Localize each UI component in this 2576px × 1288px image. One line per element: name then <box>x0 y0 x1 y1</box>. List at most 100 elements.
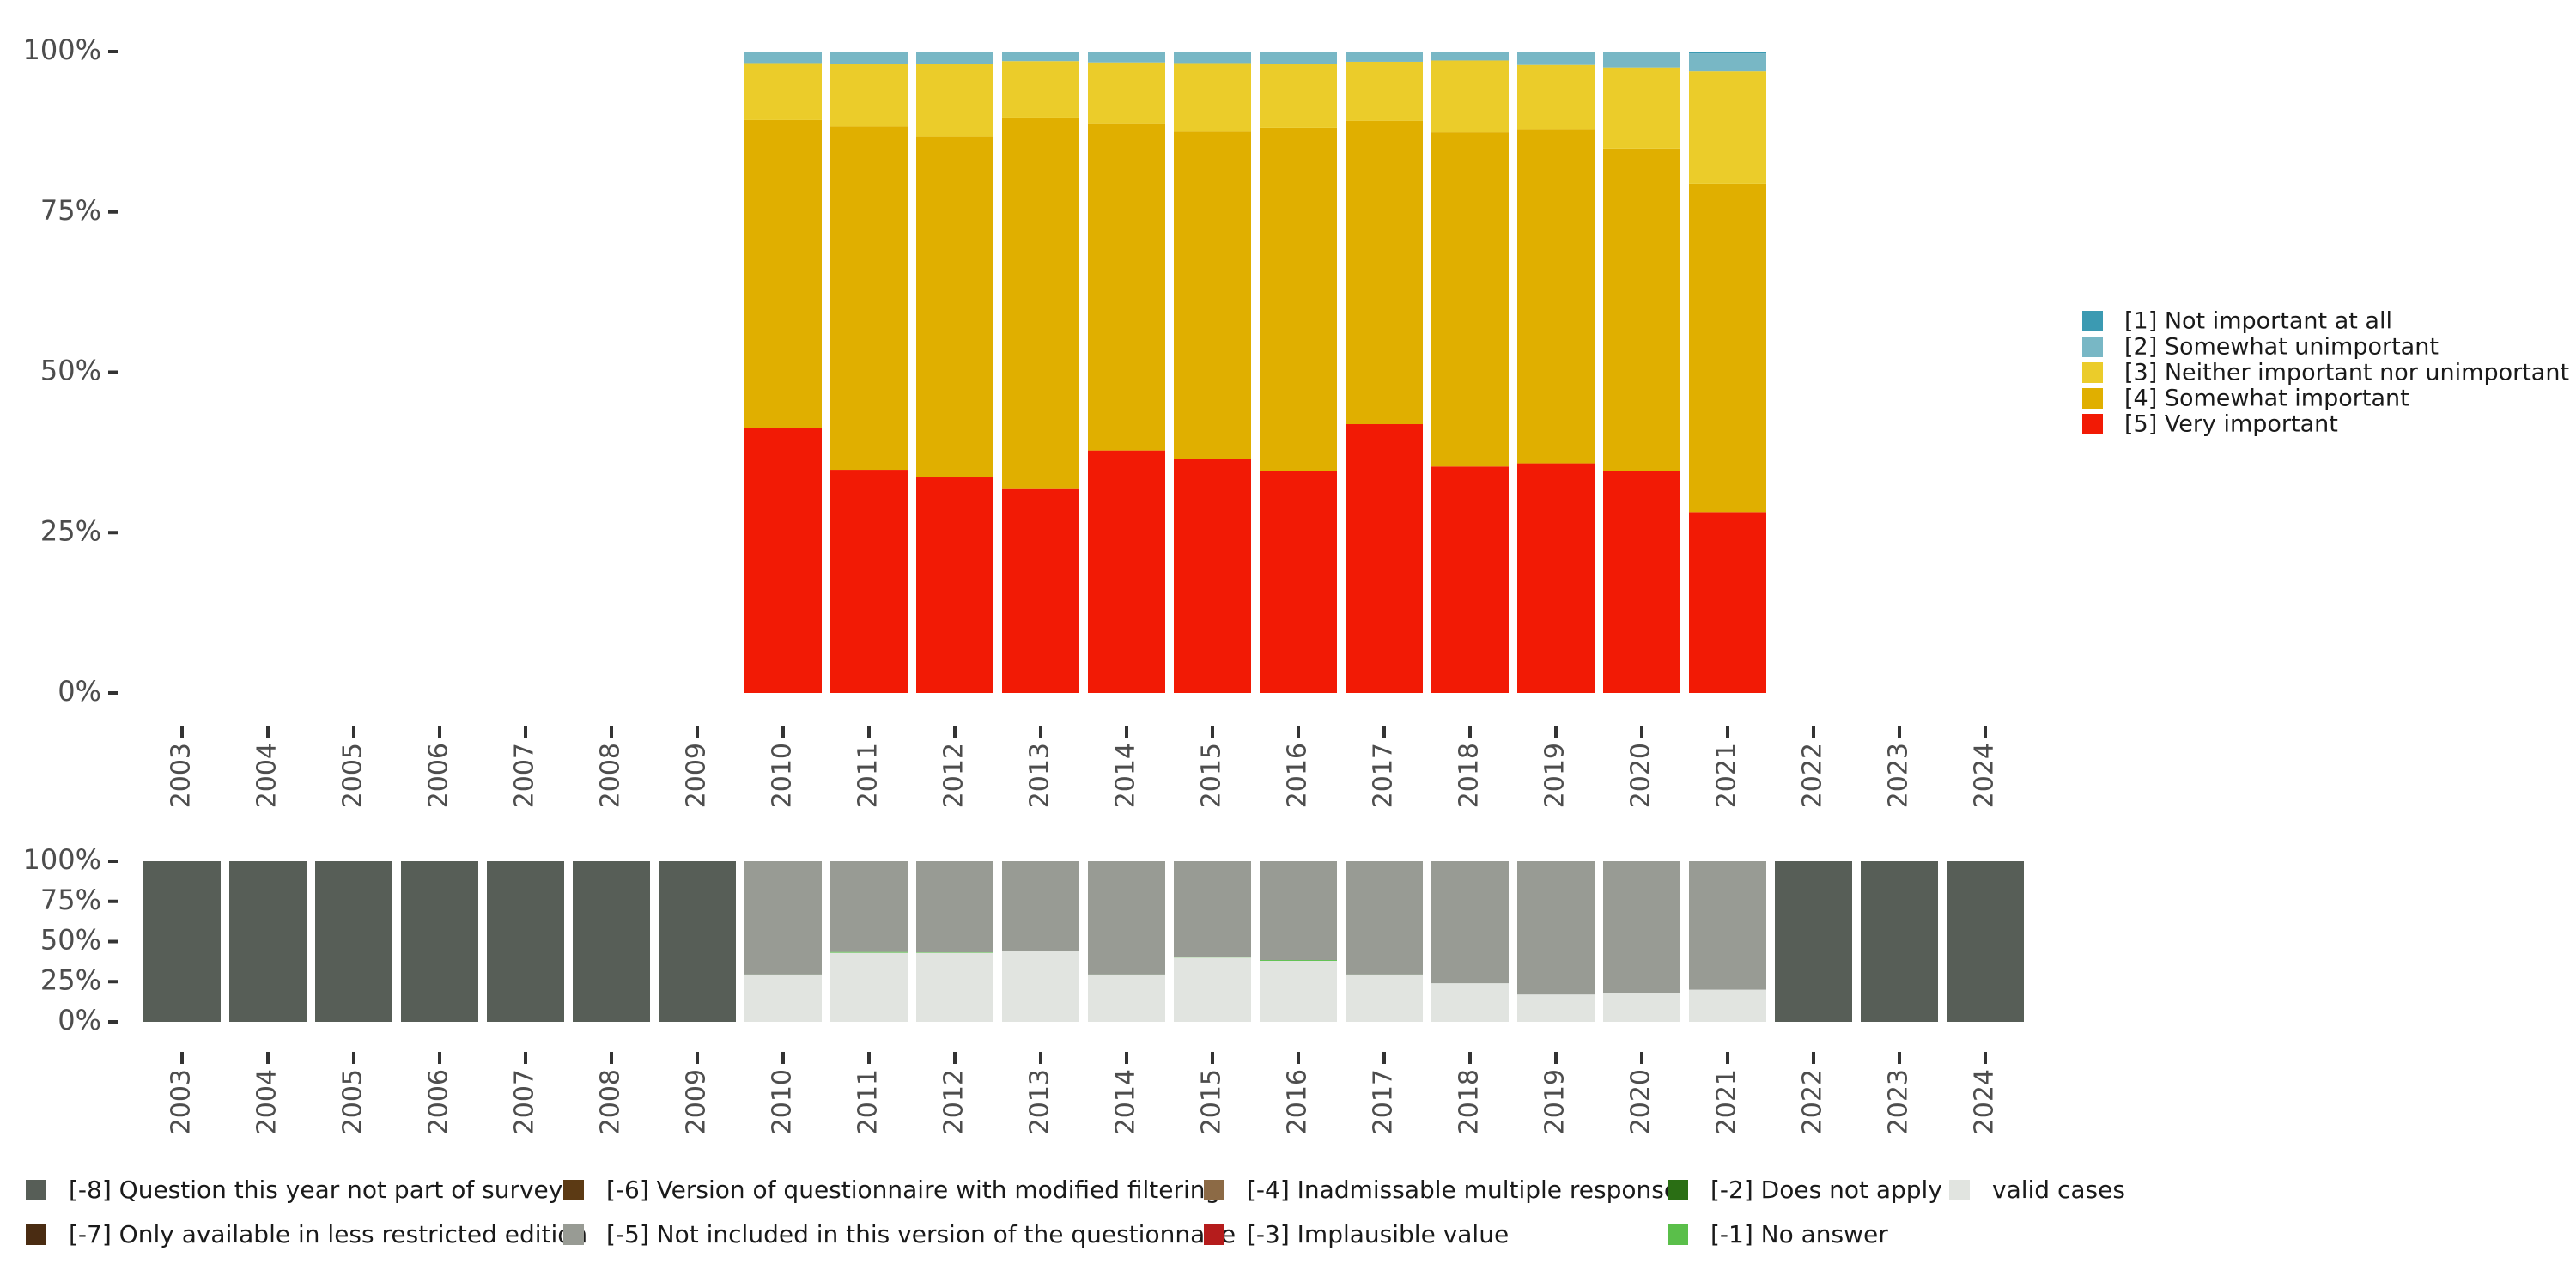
bar-segment <box>744 63 822 120</box>
bar-segment <box>1346 861 1423 975</box>
bar-segment <box>1002 861 1079 951</box>
bar-segment <box>1603 993 1680 1022</box>
bar-segment <box>1174 52 1251 64</box>
bar-segment <box>1517 463 1595 693</box>
legend-swatch <box>2082 362 2103 383</box>
bar-segment <box>1603 52 1680 68</box>
legend-swatch <box>2082 388 2103 409</box>
legend-swatch <box>1668 1224 1688 1245</box>
bar-segment <box>1689 52 1766 54</box>
bar-segment <box>573 861 650 1022</box>
legend-swatch <box>2082 414 2103 434</box>
legend-label: [-3] Implausible value <box>1247 1220 1509 1249</box>
x-tick-label: 2004 <box>252 1069 283 1134</box>
bar-segment <box>1088 123 1165 451</box>
legend-swatch <box>2082 311 2103 331</box>
main-chart: 0% 25% 50% 75% 100% 2003 2004 2005 2006 2007 2008 2… <box>23 33 2000 808</box>
legend-swatch <box>26 1224 46 1245</box>
x-tick-label: 2012 <box>939 1069 969 1134</box>
bar-segment <box>744 119 822 428</box>
bar-segment <box>916 952 993 953</box>
bar-segment <box>1431 861 1509 984</box>
x-tick-label: 2023 <box>1884 743 1914 808</box>
legend-swatch <box>2082 337 2103 357</box>
legend-label: [-2] Does not apply <box>1710 1176 1942 1204</box>
x-tick-label: 2011 <box>854 1069 884 1134</box>
legend-swatch <box>1204 1224 1224 1245</box>
bar-segment <box>1689 183 1766 513</box>
bar-segment <box>1002 52 1079 62</box>
bar-segment <box>1775 861 1852 1022</box>
bar-segment <box>1002 951 1079 1022</box>
bar-segment <box>1689 512 1766 693</box>
x-tick-label: 2017 <box>1369 743 1399 808</box>
bar-segment <box>315 861 392 1022</box>
bar-segment <box>1002 488 1079 693</box>
bar-segment <box>1431 60 1509 133</box>
x-tick-label: 2018 <box>1455 743 1485 808</box>
bar-segment <box>916 64 993 137</box>
x-tick-label: 2011 <box>854 743 884 808</box>
bar-segment <box>1947 861 2024 1022</box>
legend-swatch <box>563 1180 584 1200</box>
bar-segment <box>830 861 908 952</box>
bar-segment <box>1002 61 1079 118</box>
bar-segment <box>830 52 908 64</box>
x-tick-label: 2012 <box>939 743 969 808</box>
bar-segment <box>916 861 993 953</box>
y-tick-label: 0% <box>58 1004 101 1036</box>
main-legend: [1] Not important at all[2] Somewhat uni… <box>2082 308 2569 438</box>
bar-segment <box>1689 71 1766 184</box>
x-tick-label: 2021 <box>1712 1069 1742 1134</box>
x-tick-label: 2009 <box>682 743 712 808</box>
bar-segment <box>1346 424 1423 693</box>
y-tick-label: 50% <box>40 355 101 387</box>
x-tick-label: 2019 <box>1540 1069 1571 1134</box>
legend-swatch <box>1204 1180 1224 1200</box>
legend-swatch <box>26 1180 46 1200</box>
bar-segment <box>744 975 822 1022</box>
x-tick-label: 2003 <box>167 743 197 808</box>
bar-segment <box>1088 975 1165 1022</box>
y-tick-label: 75% <box>40 194 101 227</box>
bar-segment <box>487 861 564 1022</box>
x-tick-label: 2005 <box>338 743 368 808</box>
missing-legend: [-8] Question this year not part of surv… <box>26 1176 2125 1249</box>
x-tick-label: 2007 <box>510 743 540 808</box>
x-tick-label: 2007 <box>510 1069 540 1134</box>
legend-swatch <box>563 1224 584 1245</box>
x-tick-label: 2024 <box>1970 1069 2000 1134</box>
x-tick-label: 2018 <box>1455 1069 1485 1134</box>
legend-label: [-1] No answer <box>1710 1220 1888 1249</box>
bar-segment <box>1346 61 1423 121</box>
x-tick-label: 2003 <box>167 1069 197 1134</box>
bar-segment <box>1174 131 1251 459</box>
x-tick-label: 2008 <box>596 743 626 808</box>
bar-segment <box>229 861 307 1022</box>
y-tick-label: 50% <box>40 924 101 957</box>
bar-segment <box>1689 989 1766 1022</box>
x-tick-label: 2013 <box>1025 743 1055 808</box>
bar-segment <box>1603 67 1680 149</box>
bar-segment <box>143 861 221 1022</box>
x-tick-label: 2006 <box>424 1069 454 1134</box>
bar-segment <box>916 952 993 1022</box>
bar-segment <box>1431 132 1509 467</box>
bar-segment <box>1174 861 1251 957</box>
bar-segment <box>916 477 993 693</box>
bar-segment <box>830 64 908 127</box>
x-tick-label: 2010 <box>768 743 798 808</box>
bar-segment <box>1088 861 1165 975</box>
bar-segment <box>1517 861 1595 995</box>
bar-segment <box>1174 957 1251 1022</box>
x-tick-label: 2015 <box>1197 743 1227 808</box>
x-tick-label: 2020 <box>1626 743 1656 808</box>
bar-segment <box>1603 471 1680 693</box>
y-tick-label: 100% <box>23 843 101 876</box>
bar-segment <box>1260 960 1337 961</box>
bar-segment <box>1346 975 1423 1022</box>
bar-segment <box>1346 52 1423 62</box>
bar-segment <box>916 136 993 478</box>
bar-segment <box>1603 861 1680 993</box>
legend-label: [-4] Inadmissable multiple response <box>1247 1176 1679 1204</box>
